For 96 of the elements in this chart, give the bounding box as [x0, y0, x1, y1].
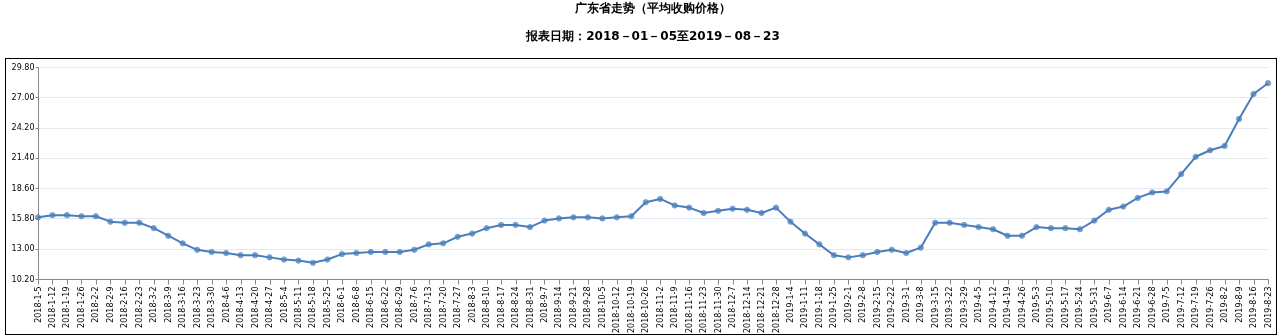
x-tick-label: 2019-8-9 [1234, 286, 1244, 323]
x-tick-label: 2019-4-5 [974, 286, 984, 323]
x-tick-label: 2018-5-11 [293, 286, 303, 328]
x-tick-label: 2019-4-19 [1003, 286, 1013, 328]
x-tick-label: 2019-7-12 [1176, 286, 1186, 328]
x-tick-label: 2018-11-2 [655, 286, 665, 328]
x-tick-label: 2019-6-14 [1118, 286, 1128, 328]
x-tick-label: 2018-8-3 [467, 286, 477, 323]
x-tick-label: 2018-7-13 [424, 286, 434, 328]
x-tick-label: 2018-12-7 [728, 286, 738, 328]
x-tick-label: 2018-3-16 [178, 286, 188, 328]
x-tick-label: 2018-3-30 [207, 286, 217, 328]
x-tick-label: 2018-1-12 [47, 286, 57, 328]
x-tick-label: 2019-7-19 [1191, 286, 1201, 328]
x-tick-label: 2018-9-14 [554, 286, 564, 328]
x-tick-label: 2018-6-1 [337, 286, 347, 323]
x-tick-label: 2019-6-28 [1147, 286, 1157, 328]
chart-subtitle: 报表日期：2018－01－05至2019－08－23 [525, 29, 780, 43]
x-tick-label: 2018-10-12 [612, 286, 622, 333]
x-tick-label: 2018-7-27 [453, 286, 463, 328]
x-tick-label: 2018-5-4 [279, 286, 289, 323]
x-tick-label: 2019-4-26 [1017, 286, 1027, 328]
x-tick-label: 2018-9-21 [568, 286, 578, 328]
x-tick-label: 2019-2-1 [843, 286, 853, 323]
x-tick-label: 2018-5-18 [308, 286, 318, 328]
x-tick-label: 2018-1-19 [62, 286, 72, 328]
x-tick-label: 2018-8-17 [496, 286, 506, 328]
y-tick-label: 13.00 [11, 244, 35, 254]
x-tick-label: 2018-6-15 [366, 286, 376, 328]
x-tick-label: 2018-12-28 [771, 286, 781, 333]
x-tick-label: 2018-8-31 [525, 286, 535, 328]
x-tick-label: 2018-3-23 [192, 286, 202, 328]
y-tick-label: 27.00 [11, 92, 35, 102]
x-tick-label: 2018-7-6 [409, 286, 419, 323]
x-tick-label: 2018-7-20 [438, 286, 448, 328]
x-tick-label: 2019-1-25 [829, 286, 839, 328]
x-tick-label: 2018-1-5 [33, 286, 43, 323]
x-tick-label: 2018-11-23 [699, 286, 709, 333]
x-tick-label: 2018-3-9 [163, 286, 173, 323]
x-tick-label: 2018-4-27 [265, 286, 275, 328]
x-tick-label: 2019-2-8 [858, 286, 868, 323]
x-tick-label: 2018-10-26 [641, 286, 651, 333]
x-tick-label: 2019-4-12 [988, 286, 998, 328]
x-tick-label: 2018-8-24 [511, 286, 521, 328]
y-tick-label: 29.80 [11, 62, 35, 72]
x-tick-label: 2019-6-21 [1133, 286, 1143, 328]
x-tick-label: 2019-7-26 [1205, 286, 1215, 328]
x-tick-label: 2018-11-9 [670, 286, 680, 328]
x-tick-label: 2019-1-11 [800, 286, 810, 328]
x-tick-label: 2019-1-4 [785, 286, 795, 323]
x-tick-label: 2019-3-8 [916, 286, 926, 323]
x-tick-label: 2018-11-30 [713, 286, 723, 333]
x-tick-label: 2018-6-8 [351, 286, 361, 323]
y-tick-label: 24.20 [11, 123, 35, 133]
x-tick-label: 2019-5-24 [1075, 286, 1085, 328]
x-tick-label: 2018-11-16 [684, 286, 694, 333]
x-tick-label: 2019-5-17 [1060, 286, 1070, 328]
chart-title: 广东省走势（平均收购价格） [574, 1, 731, 15]
y-tick-label: 18.60 [11, 183, 35, 193]
x-tick-label: 2019-1-18 [814, 286, 824, 328]
x-tick-label: 2019-6-7 [1104, 286, 1114, 323]
y-tick-label: 15.80 [11, 213, 35, 223]
x-tick-label: 2018-3-2 [149, 286, 159, 323]
x-tick-label: 2018-2-16 [120, 286, 130, 328]
x-tick-label: 2018-2-2 [91, 286, 101, 323]
x-tick-label: 2019-2-15 [872, 286, 882, 328]
y-tick-label: 21.40 [11, 153, 35, 163]
x-tick-label: 2019-8-2 [1220, 286, 1230, 323]
x-tick-label: 2019-7-5 [1162, 286, 1172, 323]
x-tick-label: 2018-2-23 [134, 286, 144, 328]
x-tick-label: 2019-3-1 [901, 286, 911, 323]
x-tick-label: 2019-5-3 [1031, 286, 1041, 323]
x-tick-label: 2018-12-14 [742, 286, 752, 333]
x-tick-label: 2018-4-20 [250, 286, 260, 328]
x-tick-label: 2018-10-19 [626, 286, 636, 333]
x-tick-label: 2018-6-22 [380, 286, 390, 328]
x-tick-label: 2019-5-31 [1089, 286, 1099, 328]
x-tick-label: 2019-8-16 [1249, 286, 1259, 328]
x-tick-label: 2018-4-6 [221, 286, 231, 323]
x-tick-label: 2018-2-9 [105, 286, 115, 323]
x-tick-label: 2018-8-10 [482, 286, 492, 328]
x-tick-label: 2018-12-21 [757, 286, 767, 333]
x-tick-label: 2019-8-23 [1263, 286, 1273, 328]
x-tick-label: 2018-10-5 [597, 286, 607, 328]
x-tick-label: 2019-5-10 [1046, 286, 1056, 328]
x-tick-label: 2018-4-13 [236, 286, 246, 328]
x-tick-label: 2018-9-7 [539, 286, 549, 323]
x-tick-label: 2019-3-15 [930, 286, 940, 328]
x-tick-label: 2018-1-26 [76, 286, 86, 328]
y-tick-label: 10.20 [11, 274, 35, 284]
x-tick-label: 2018-6-29 [395, 286, 405, 328]
x-tick-label: 2019-2-22 [887, 286, 897, 328]
x-tick-label: 2018-5-25 [322, 286, 332, 328]
x-tick-label: 2018-9-28 [583, 286, 593, 328]
x-tick-label: 2019-3-29 [959, 286, 969, 328]
x-tick-label: 2019-3-22 [945, 286, 955, 328]
